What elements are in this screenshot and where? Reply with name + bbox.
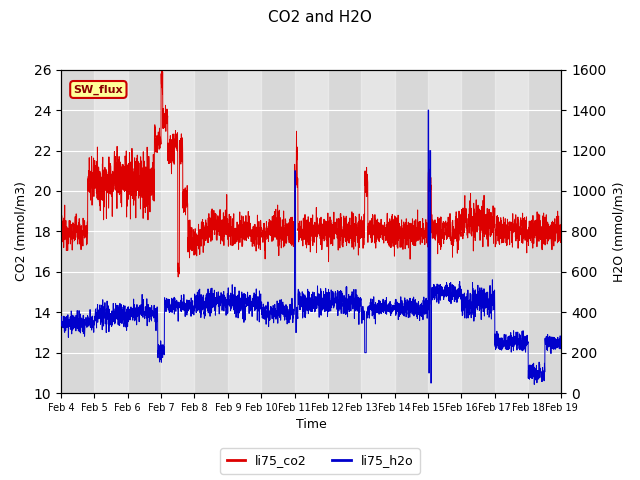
X-axis label: Time: Time [296,419,326,432]
Y-axis label: CO2 (mmol/m3): CO2 (mmol/m3) [15,181,28,281]
Bar [228,70,261,393]
Bar [94,70,128,393]
Bar [294,70,328,393]
Text: CO2 and H2O: CO2 and H2O [268,10,372,24]
Bar [362,70,395,393]
Y-axis label: H2O (mmol/m3): H2O (mmol/m3) [612,181,625,282]
Text: SW_flux: SW_flux [74,84,123,95]
Legend: li75_co2, li75_h2o: li75_co2, li75_h2o [220,448,420,474]
Bar [428,70,461,393]
Bar [161,70,195,393]
Bar [495,70,528,393]
